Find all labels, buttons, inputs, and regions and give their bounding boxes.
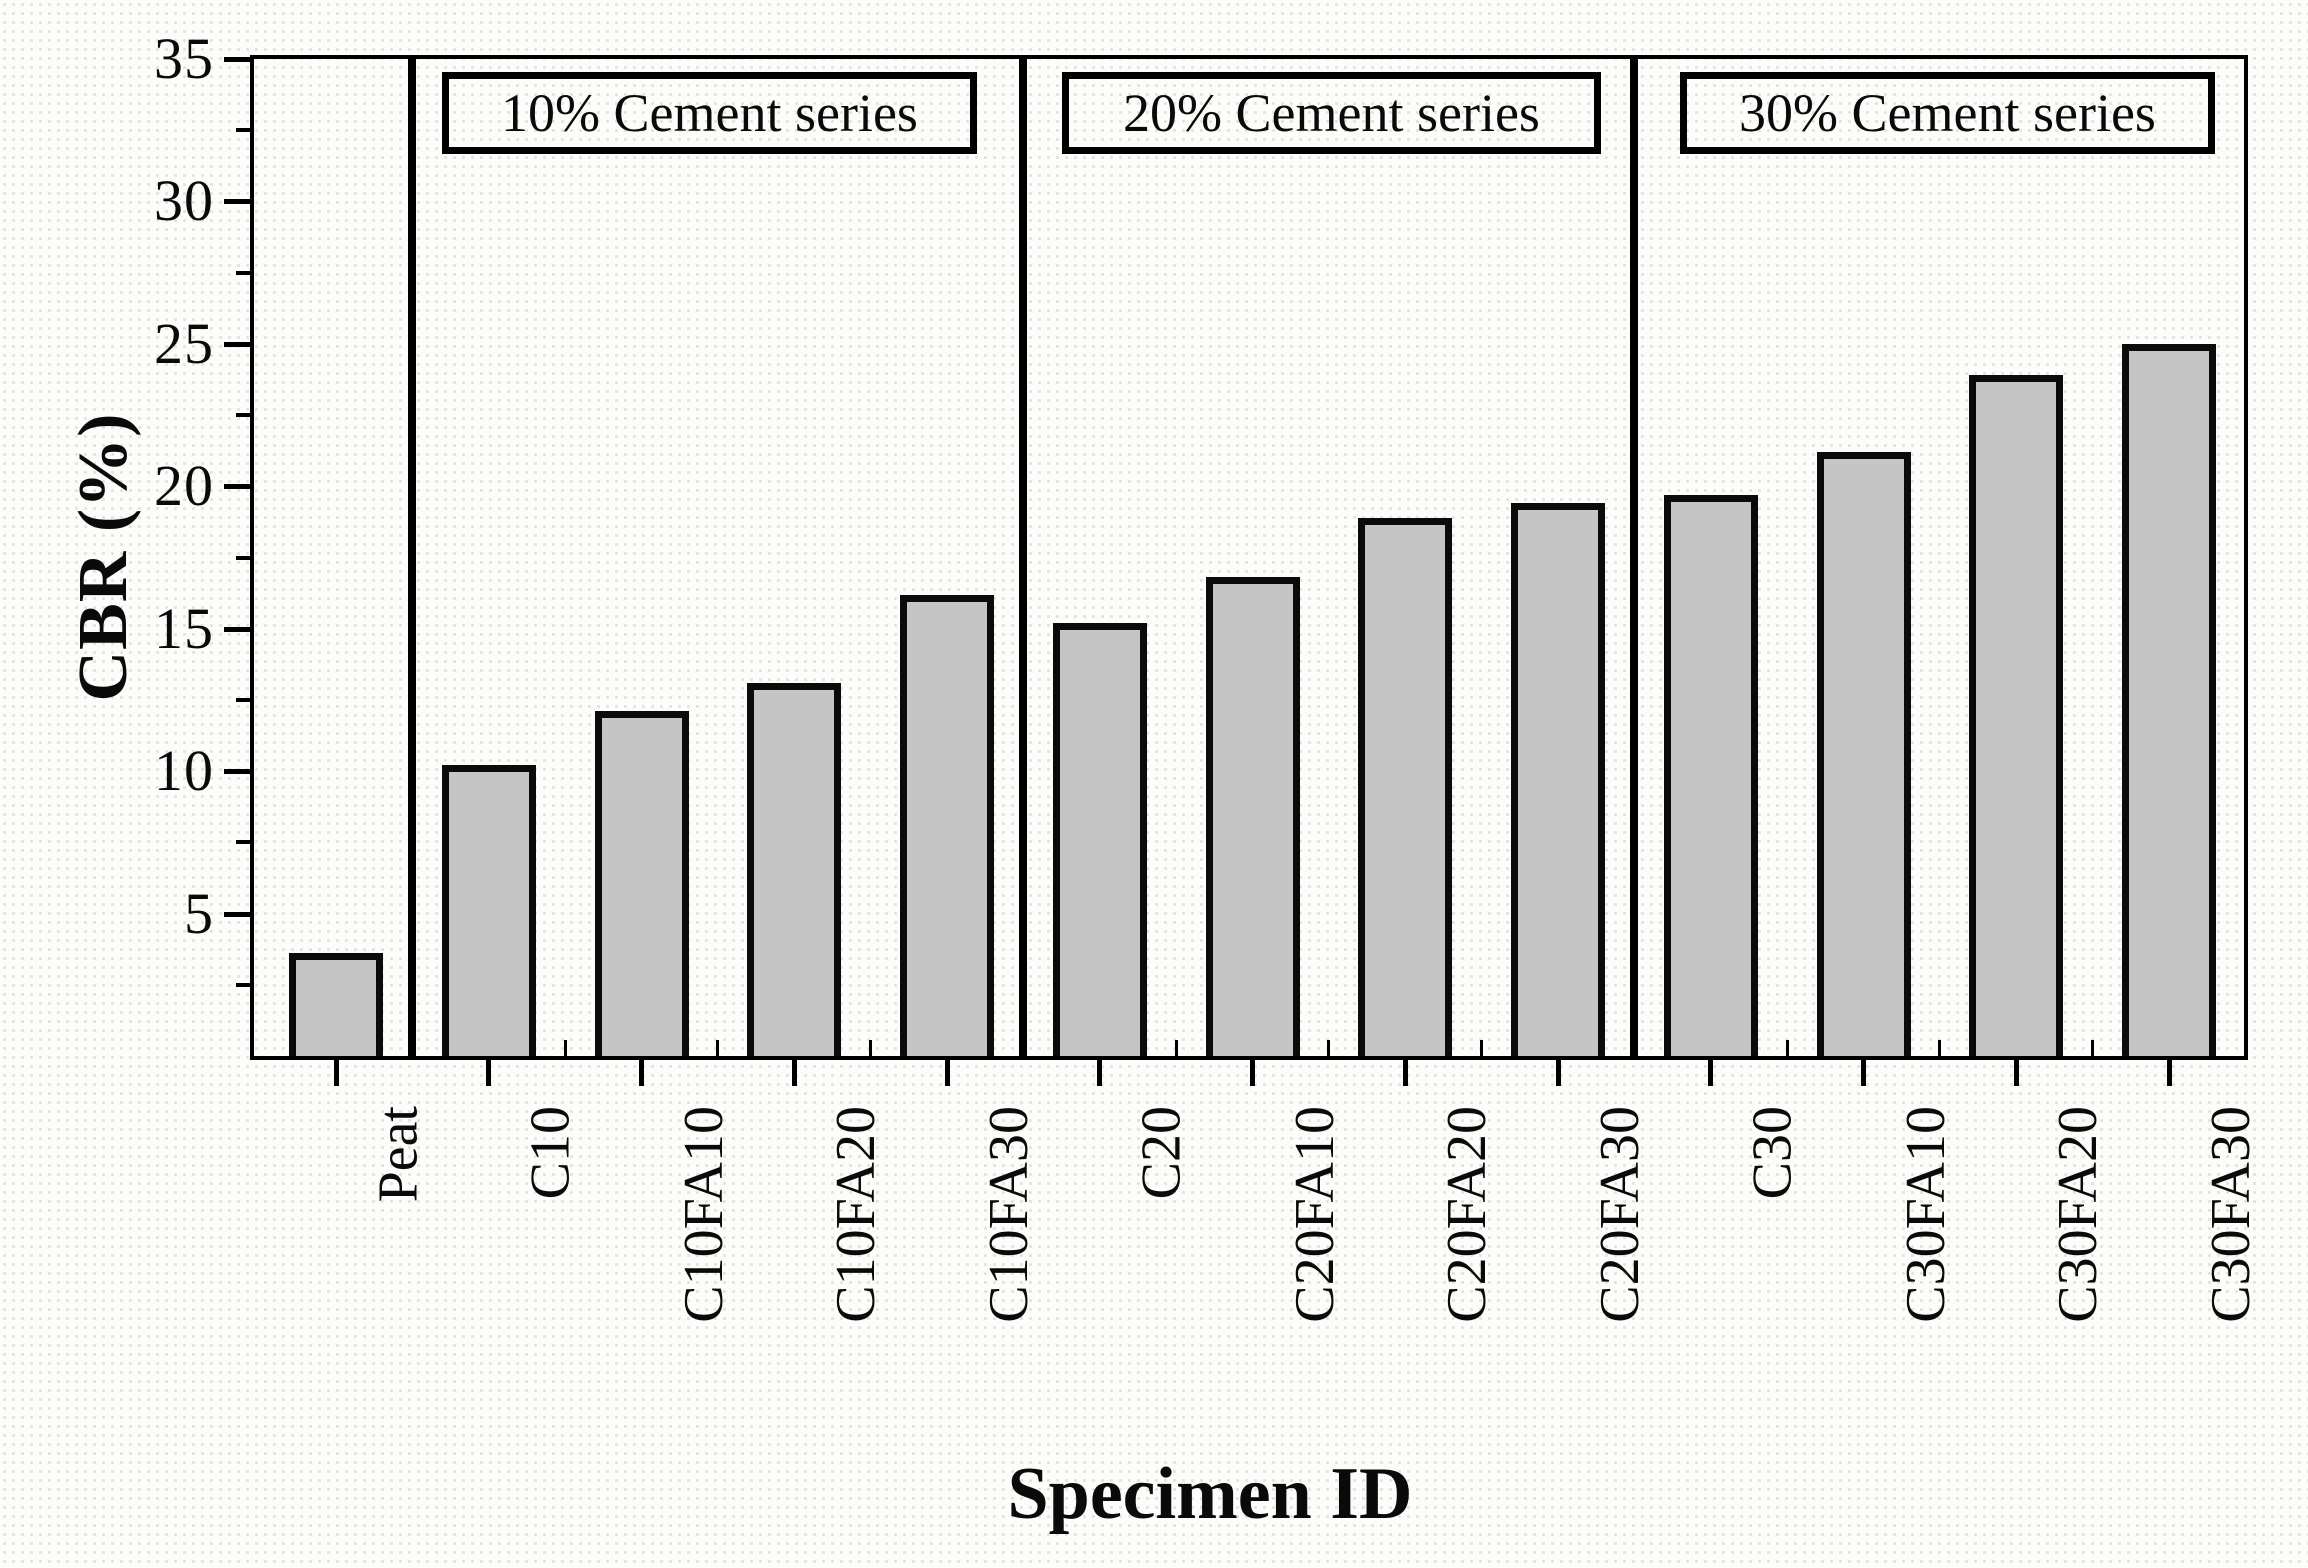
x-tick-label-C30FA20: C30FA20 xyxy=(2047,1106,2110,1323)
x-axis-tick xyxy=(639,1060,644,1086)
bar-C20FA20 xyxy=(1358,518,1453,1056)
bar-C20FA10 xyxy=(1205,577,1300,1056)
x-tick-label-C20FA30: C20FA30 xyxy=(1589,1106,1651,1323)
x-tick-label-C10FA10: C10FA10 xyxy=(672,1106,735,1323)
x-axis-tick xyxy=(1250,1060,1255,1086)
y-tick-label-20: 20 xyxy=(154,453,214,519)
x-tick-label-C20FA20: C20FA20 xyxy=(1436,1106,1499,1323)
y-axis-minor-tick xyxy=(236,128,250,133)
y-tick-label-15: 15 xyxy=(154,595,214,661)
bar-C30 xyxy=(1663,495,1758,1056)
section-divider-line xyxy=(408,59,417,1056)
x-axis-tick xyxy=(1097,1060,1103,1086)
y-axis-major-tick xyxy=(224,199,250,205)
y-axis-major-tick xyxy=(224,484,250,490)
x-tick-label-C20FA10: C20FA10 xyxy=(1283,1106,1346,1323)
x-tick-label-Peat: Peat xyxy=(367,1106,429,1203)
x-tick-label-C10: C10 xyxy=(519,1106,582,1200)
y-axis-major-tick xyxy=(224,626,250,632)
y-axis-major-tick xyxy=(224,769,250,775)
x-axis-minor-tick xyxy=(1938,1040,1942,1056)
plot-inner xyxy=(254,59,2244,1056)
y-axis-minor-tick xyxy=(236,697,250,702)
section-label-20pct: 20% Cement series xyxy=(1123,83,1540,143)
section-divider-line xyxy=(1630,59,1639,1056)
y-tick-label-5: 5 xyxy=(184,880,214,946)
x-axis-tick xyxy=(1861,1060,1866,1086)
section-label-30pct: 30% Cement series xyxy=(1739,83,2156,143)
bar-C20 xyxy=(1052,623,1147,1056)
bar-C30FA10 xyxy=(1816,452,1911,1056)
x-tick-label-C10FA30: C10FA30 xyxy=(978,1106,1040,1323)
x-axis-tick xyxy=(1708,1060,1714,1086)
y-axis-minor-tick xyxy=(236,840,250,845)
y-axis-minor-tick xyxy=(236,270,250,275)
x-axis-tick xyxy=(333,1060,339,1086)
x-axis-title: Specimen ID xyxy=(1007,1453,1413,1535)
y-tick-label-30: 30 xyxy=(154,168,214,234)
x-axis-minor-tick xyxy=(1785,1040,1789,1056)
x-axis-tick xyxy=(791,1060,797,1086)
y-axis-minor-tick xyxy=(236,982,250,987)
x-axis-tick xyxy=(1555,1060,1561,1086)
y-axis-major-tick xyxy=(224,341,250,347)
x-axis-tick xyxy=(486,1060,492,1086)
y-axis-major-tick xyxy=(224,57,250,62)
section-box-30pct: 30% Cement series xyxy=(1680,72,2215,154)
x-axis-tick xyxy=(1402,1060,1408,1086)
y-tick-label-10: 10 xyxy=(154,738,214,804)
bar-C30FA20 xyxy=(1969,375,2064,1056)
x-axis-tick xyxy=(944,1060,950,1086)
x-tick-label-C20: C20 xyxy=(1130,1106,1193,1200)
bar-C10FA20 xyxy=(747,683,842,1056)
x-tick-label-C30FA10: C30FA10 xyxy=(1894,1106,1957,1323)
bar-C10FA30 xyxy=(900,595,994,1056)
y-axis-minor-tick xyxy=(236,413,250,418)
plot-area xyxy=(250,55,2248,1060)
y-tick-label-35: 35 xyxy=(154,26,214,91)
x-axis-minor-tick xyxy=(869,1040,873,1056)
section-box-10pct: 10% Cement series xyxy=(442,72,977,154)
section-box-20pct: 20% Cement series xyxy=(1062,72,1601,154)
x-axis-minor-tick xyxy=(716,1040,720,1056)
x-axis-minor-tick xyxy=(1480,1040,1484,1056)
y-axis-minor-tick xyxy=(236,555,250,560)
x-axis-minor-tick xyxy=(1327,1040,1331,1056)
bar-C30FA30 xyxy=(2122,344,2216,1056)
bar-C10 xyxy=(441,765,536,1056)
x-tick-label-C30: C30 xyxy=(1741,1106,1804,1200)
x-axis-tick xyxy=(2013,1060,2019,1086)
section-label-10pct: 10% Cement series xyxy=(501,83,918,143)
x-axis-minor-tick xyxy=(1174,1040,1178,1056)
y-tick-label-25: 25 xyxy=(154,310,214,376)
section-divider-line xyxy=(1019,59,1028,1056)
bar-Peat xyxy=(289,953,383,1056)
x-axis-tick xyxy=(2166,1060,2172,1086)
x-tick-label-C30FA30: C30FA30 xyxy=(2200,1106,2262,1323)
x-tick-label-C10FA20: C10FA20 xyxy=(825,1106,888,1323)
y-axis-major-tick xyxy=(224,911,250,917)
x-axis-minor-tick xyxy=(2091,1040,2095,1056)
bar-C20FA30 xyxy=(1511,503,1605,1056)
bar-C10FA10 xyxy=(594,711,689,1056)
x-axis-minor-tick xyxy=(563,1040,567,1056)
